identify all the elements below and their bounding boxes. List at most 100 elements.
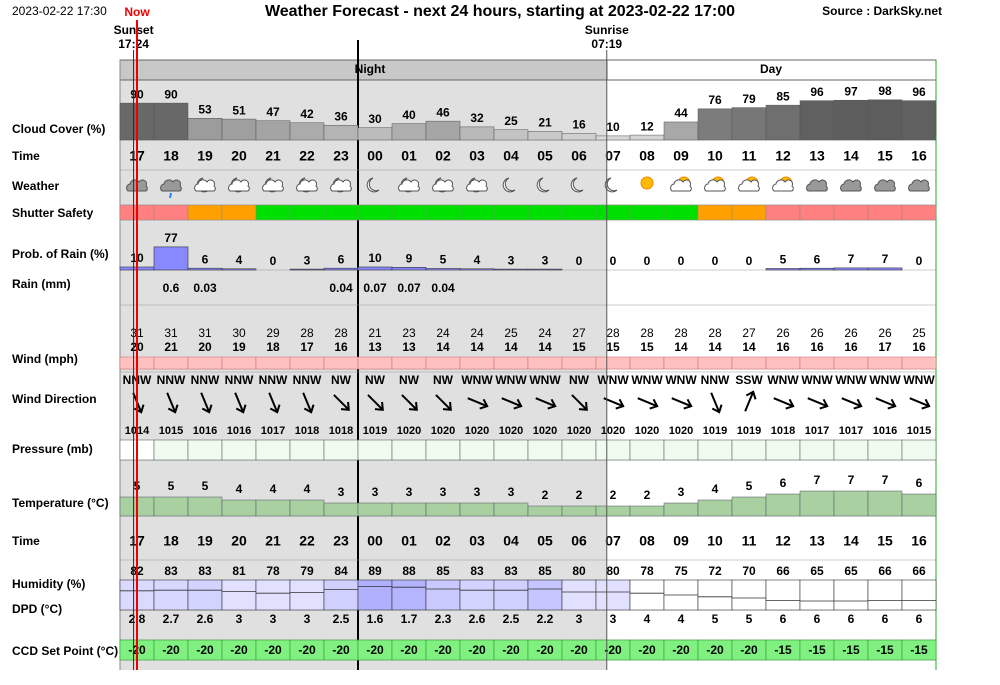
shutter-cell (663, 204, 699, 221)
wind-speed: 13 (368, 340, 382, 354)
shutter-cell (595, 204, 631, 221)
sun (640, 176, 654, 190)
arrow-head (442, 401, 452, 411)
humidity-value: 78 (266, 564, 280, 578)
moon (536, 177, 550, 193)
wind-gust: 26 (776, 326, 790, 340)
hour: 10 (707, 148, 723, 164)
weather-icon (502, 177, 516, 193)
dpd-value: 3 (576, 612, 583, 626)
shutter-cell (799, 204, 835, 221)
weather-icon (840, 179, 862, 192)
pressure-box (255, 439, 291, 461)
weather-icon (670, 176, 692, 192)
hour: 23 (333, 148, 349, 164)
wind-speed: 21 (164, 340, 178, 354)
cloud-bar (289, 122, 325, 141)
wind-dir: NNW (293, 373, 322, 387)
rain-value: 0.03 (193, 281, 217, 295)
humidity-box (561, 579, 597, 611)
rain-prob-value: 3 (304, 253, 311, 267)
ccd-value: -15 (876, 643, 894, 657)
arrow-shaft (909, 397, 929, 407)
cloud-value: 85 (776, 89, 790, 103)
pressure-box (663, 439, 699, 461)
cloud-value: 96 (810, 85, 824, 99)
wind-arrow (166, 392, 179, 414)
wind-dir: WNW (461, 373, 493, 387)
rain-prob-bar (527, 268, 563, 271)
weather-icon (570, 177, 584, 193)
weather-icon (806, 179, 828, 192)
humidity-box (901, 579, 937, 611)
hour: 22 (299, 148, 315, 164)
temp-value: 3 (678, 485, 685, 499)
temp-bar (561, 505, 597, 517)
dpd-value: 3 (304, 612, 311, 626)
wind-speed: 15 (606, 340, 620, 354)
rain-prob-bar (799, 267, 835, 271)
arrow-head (887, 398, 897, 410)
humidity-value: 85 (436, 564, 450, 578)
rain-prob-value: 0 (610, 254, 617, 268)
sunrise-time: 07:19 (591, 37, 622, 51)
wind-gust: 24 (470, 326, 484, 340)
cloud-bar (595, 135, 631, 141)
ccd-value: -20 (162, 643, 180, 657)
temp-bar (697, 499, 733, 517)
cloud (262, 179, 284, 192)
weather-icon (296, 177, 318, 193)
wind-arrow (773, 397, 795, 410)
pressure-box (425, 439, 461, 461)
cloud-bar (663, 121, 699, 141)
wind-gust: 31 (198, 326, 212, 340)
arrow-head (374, 401, 384, 411)
cloud (806, 179, 828, 192)
wind-bar (255, 356, 291, 370)
arrow-head (340, 401, 350, 411)
cloud-bar (391, 123, 427, 141)
temp-bar (493, 502, 529, 517)
temp-value: 4 (712, 482, 719, 496)
title: Weather Forecast - next 24 hours, starti… (265, 3, 735, 20)
wind-arrow (571, 394, 588, 411)
wind-bar (663, 356, 699, 370)
wind-arrow (841, 397, 863, 410)
temp-value: 6 (916, 476, 923, 490)
humidity-value: 79 (300, 564, 314, 578)
cloud-bar (731, 107, 767, 141)
wind-bar (153, 356, 189, 370)
dpd-value: 6 (916, 612, 923, 626)
arrow-head (819, 398, 829, 410)
arrow-head (615, 398, 625, 410)
wind-gust: 23 (402, 326, 416, 340)
hour: 15 (877, 533, 893, 549)
wind-bar (731, 356, 767, 370)
hour: 04 (503, 533, 519, 549)
humidity-box (255, 579, 291, 611)
hour: 05 (537, 533, 553, 549)
sunrise-label: Sunrise (585, 23, 629, 37)
humidity-box (459, 579, 495, 611)
hour: 09 (673, 148, 689, 164)
temp-value: 3 (338, 485, 345, 499)
temp-bar (187, 496, 223, 517)
pressure-box (595, 439, 631, 461)
arrow-head (408, 401, 418, 411)
temp-value: 3 (440, 485, 447, 499)
ccd-value: -20 (706, 643, 724, 657)
humidity-box (153, 579, 189, 611)
humidity-box (833, 579, 869, 611)
rain-value: 0.6 (163, 281, 180, 295)
rain-prob-bar (153, 246, 189, 271)
wind-gust: 28 (334, 326, 348, 340)
shutter-cell (867, 204, 903, 221)
cloud-value: 42 (300, 107, 314, 121)
shutter-cell (187, 204, 223, 221)
hour: 21 (265, 533, 281, 549)
rain-prob-value: 6 (202, 252, 209, 266)
dpd-value: 5 (712, 612, 719, 626)
rain-prob-value: 10 (368, 251, 382, 265)
wind-speed: 14 (708, 340, 722, 354)
cloud (840, 179, 862, 192)
